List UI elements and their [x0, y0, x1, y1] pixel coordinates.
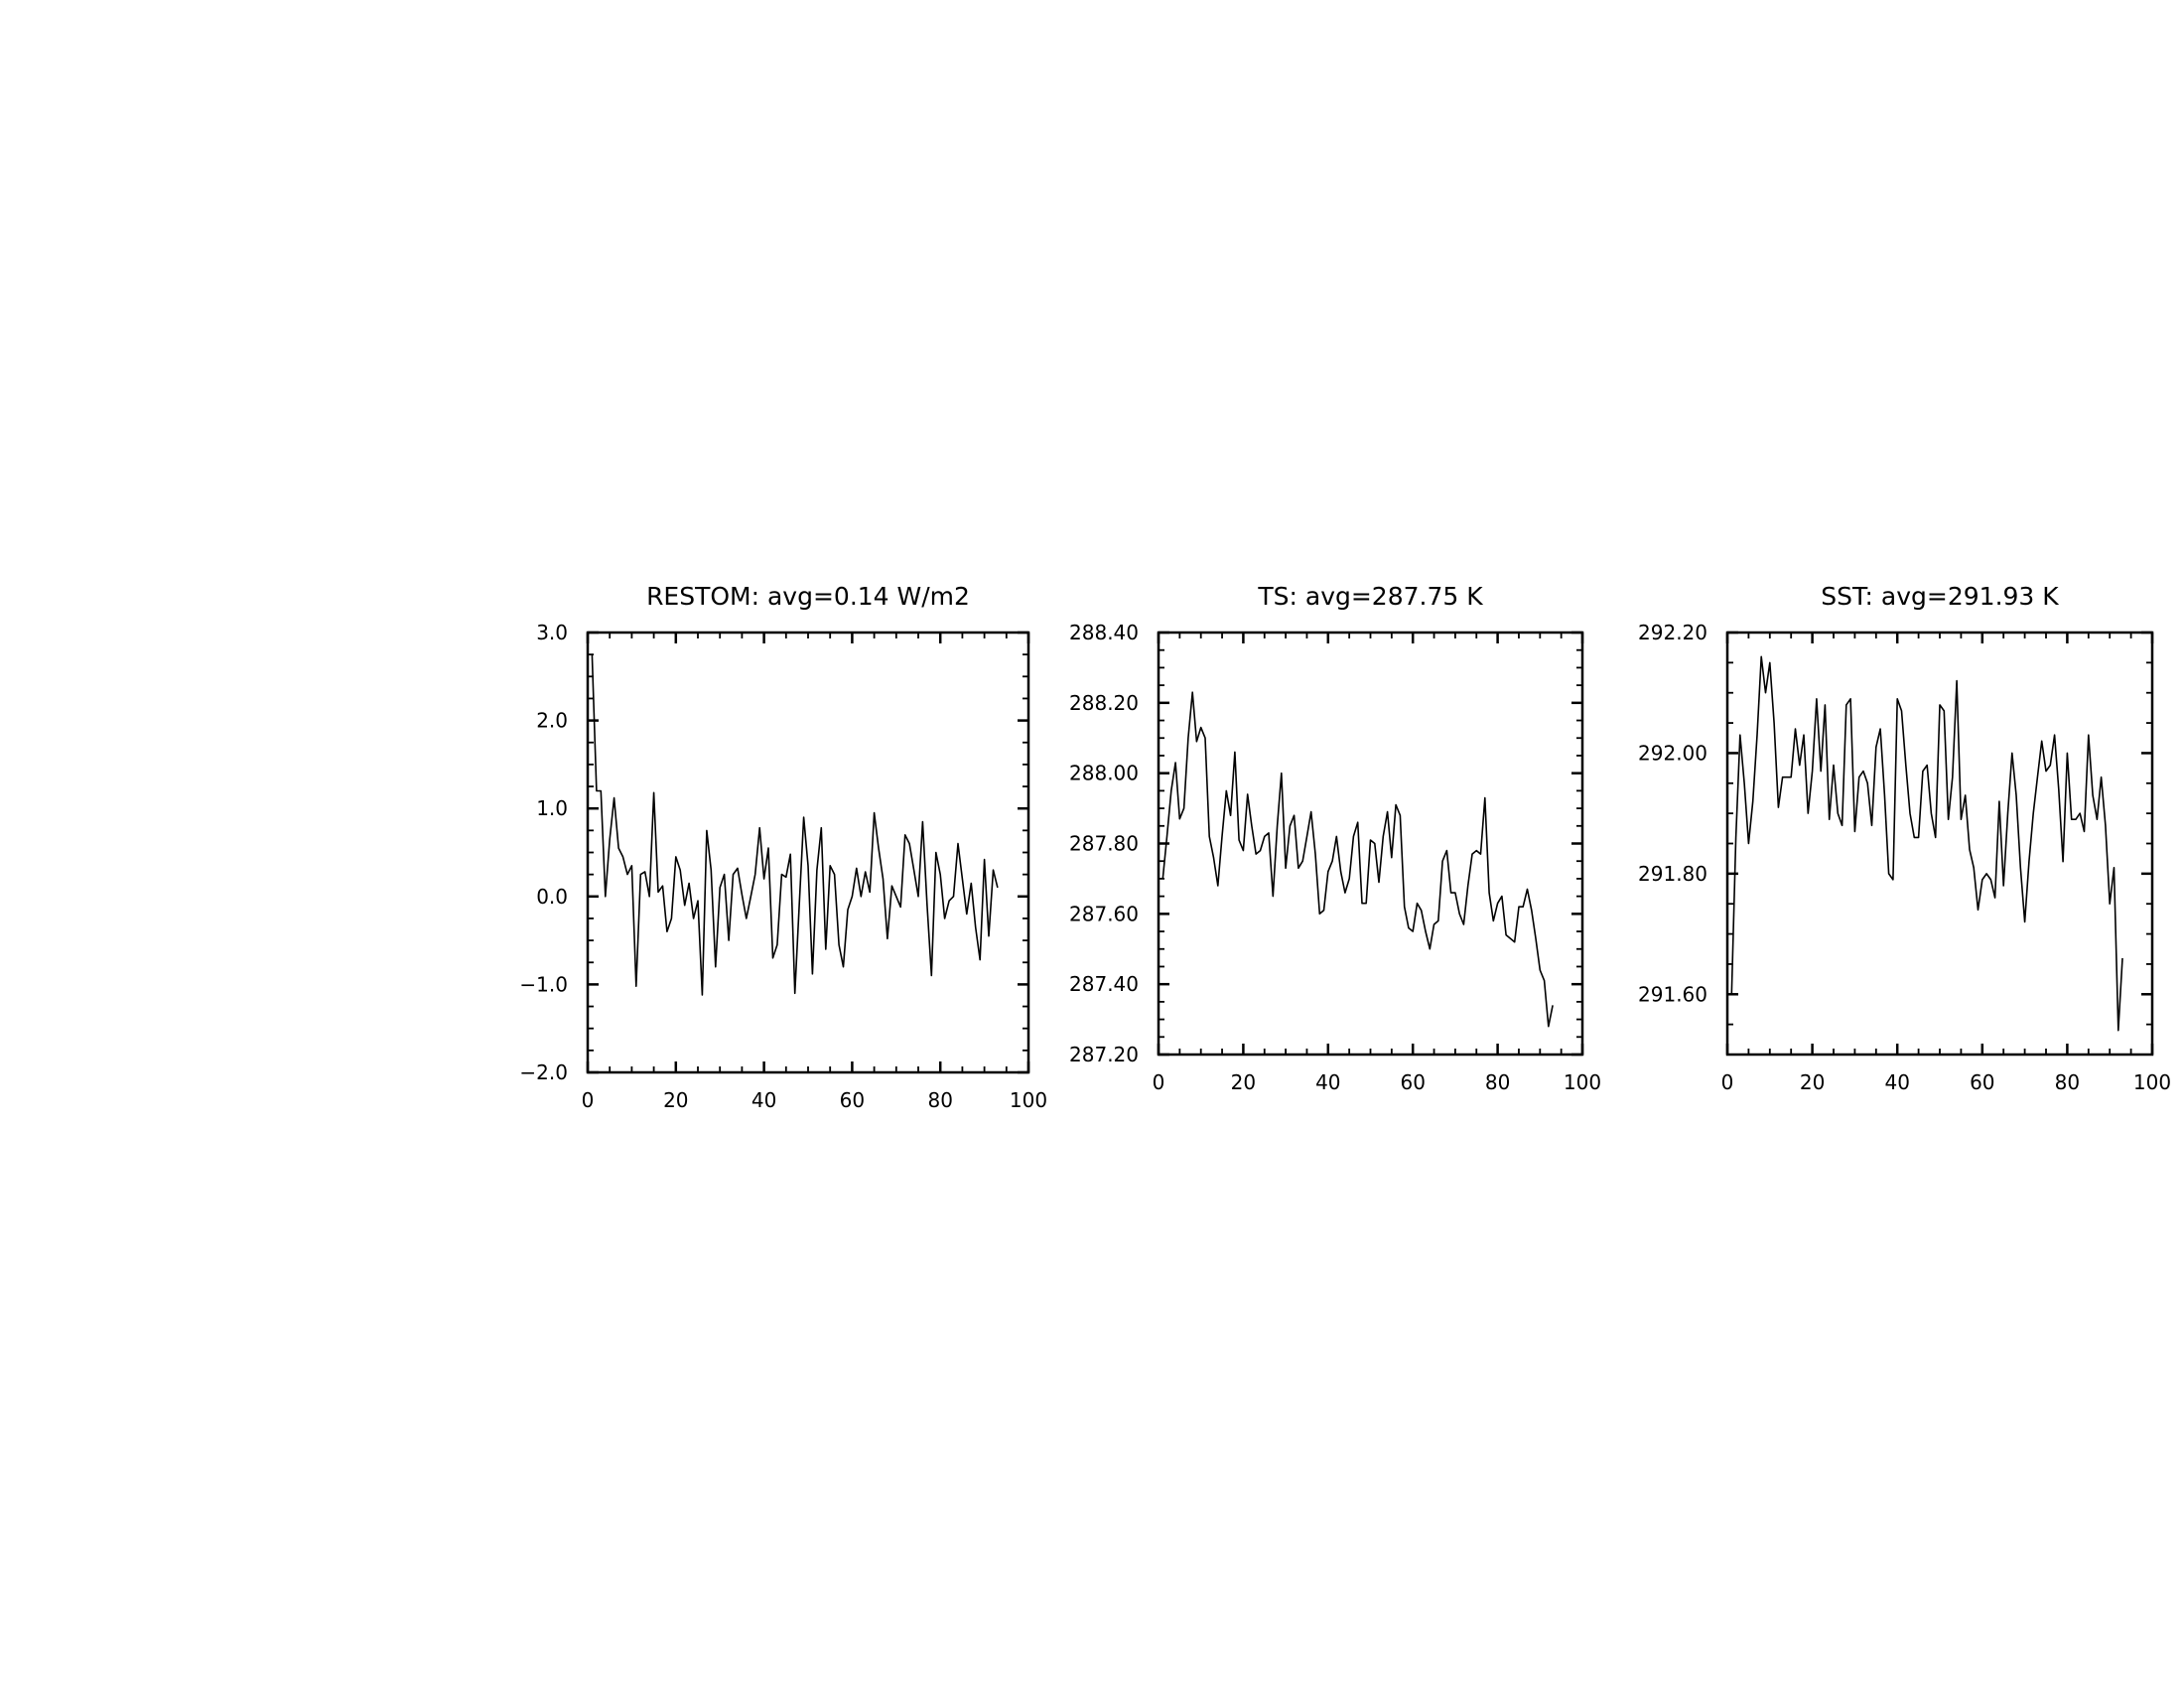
- y-tick-label: 291.60: [1638, 982, 1707, 1006]
- x-tick-label: 60: [1400, 1070, 1425, 1094]
- chart-panel-3: SST: avg=291.93 K 0 20 40 60 80 100 291.60 291.8…: [1638, 582, 2171, 1094]
- x-tick-label: 0: [582, 1088, 595, 1112]
- plot-frame: [1725, 631, 2154, 1057]
- plot-frame: [586, 631, 1030, 1074]
- x-tick-label: 20: [1231, 1070, 1256, 1094]
- chart-title: TS: avg=287.75 K: [1257, 582, 1483, 611]
- y-tick-label: 2.0: [536, 709, 568, 733]
- x-tick-label: 40: [1884, 1070, 1909, 1094]
- series-line: [591, 654, 999, 996]
- x-tick-label: 80: [927, 1088, 952, 1112]
- y-tick-label: 287.60: [1069, 902, 1139, 925]
- series-line: [1161, 691, 1554, 1028]
- y-tick-label: 287.40: [1069, 972, 1139, 996]
- chart-panel-2: TS: avg=287.75 K 0 20 40 60 80 100 287.20 287.40…: [1069, 582, 1601, 1094]
- y-tick-label: 291.80: [1638, 862, 1707, 886]
- y-tick-label: 288.40: [1069, 621, 1139, 644]
- y-tick-label: 292.00: [1638, 741, 1707, 765]
- y-tick-label: 287.20: [1069, 1043, 1139, 1066]
- y-tick-label: 288.20: [1069, 691, 1139, 715]
- chart-title: SST: avg=291.93 K: [1821, 582, 2059, 611]
- y-tick-label: 0.0: [536, 885, 568, 909]
- x-tick-label: 80: [2055, 1070, 2080, 1094]
- y-tick-label: 292.20: [1638, 621, 1707, 644]
- x-tick-label: 100: [1564, 1070, 1601, 1094]
- chart-title: RESTOM: avg=0.14 W/m2: [646, 582, 970, 611]
- y-tick-label: 3.0: [536, 621, 568, 644]
- x-tick-label: 0: [1153, 1070, 1165, 1094]
- x-tick-label: 0: [1721, 1070, 1734, 1094]
- y-tick-label: 1.0: [536, 796, 568, 820]
- x-tick-label: 60: [840, 1088, 865, 1112]
- x-tick-label: 60: [1970, 1070, 1994, 1094]
- x-tick-label: 40: [1315, 1070, 1340, 1094]
- chart-panel-1: RESTOM: avg=0.14 W/m2 0 20 40 60 80 100 −2.0 −1.…: [519, 582, 1047, 1112]
- y-tick-label: 287.80: [1069, 832, 1139, 856]
- x-tick-label: 80: [1485, 1070, 1510, 1094]
- x-tick-label: 100: [1010, 1088, 1047, 1112]
- y-tick-label: 288.00: [1069, 762, 1139, 785]
- y-tick-label: −2.0: [519, 1060, 568, 1084]
- y-tick-label: −1.0: [519, 972, 568, 996]
- x-tick-label: 40: [751, 1088, 776, 1112]
- x-tick-label: 20: [663, 1088, 688, 1112]
- x-tick-label: 20: [1800, 1070, 1825, 1094]
- series-line: [1730, 655, 2123, 1032]
- x-tick-label: 100: [2133, 1070, 2171, 1094]
